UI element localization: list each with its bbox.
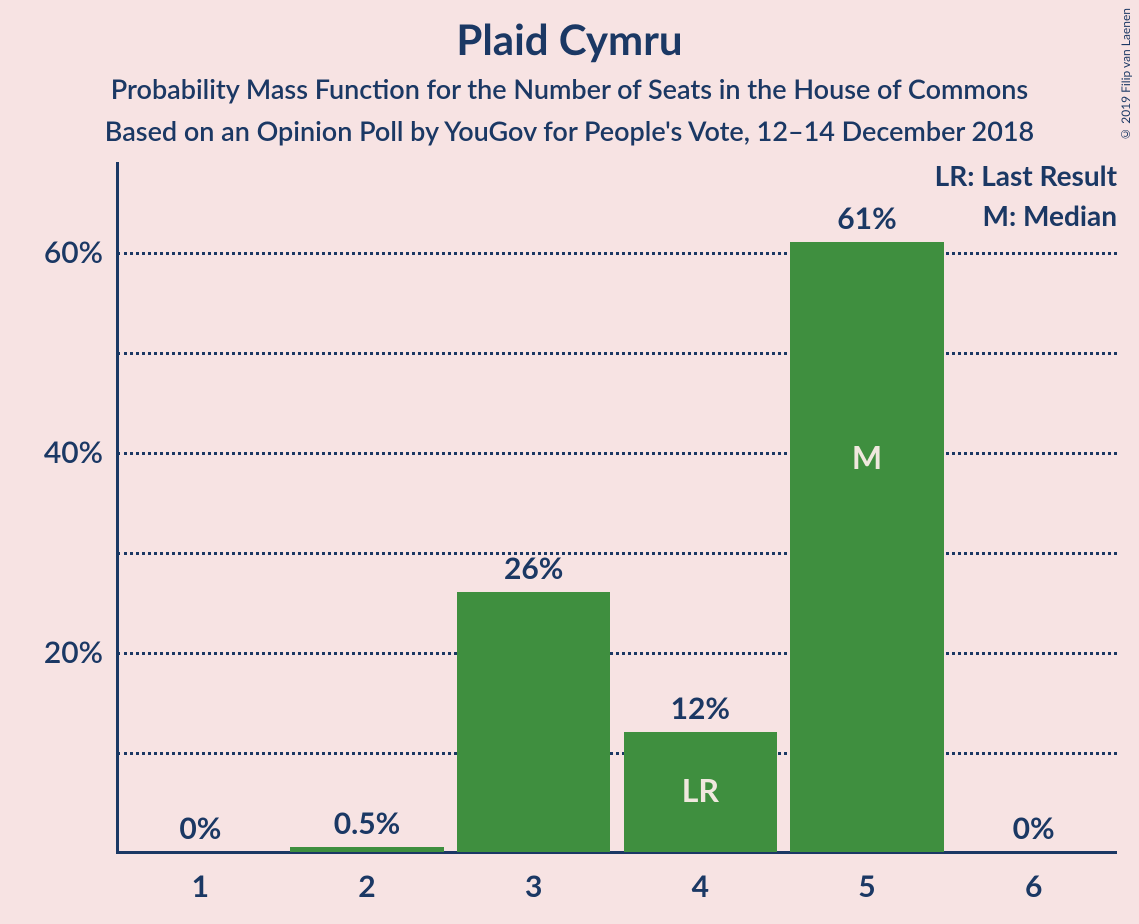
legend-last-result: LR: Last Result	[935, 158, 1117, 192]
bar-value-label: 61%	[784, 200, 951, 236]
grid-line	[117, 352, 1117, 355]
bar	[790, 242, 943, 852]
bar-value-label: 26%	[450, 550, 617, 586]
chart-title: Plaid Cymru	[0, 14, 1139, 64]
legend-median: M: Median	[983, 198, 1117, 232]
bar-value-label: 0%	[117, 810, 284, 846]
chart-subtitle-1: Probability Mass Function for the Number…	[0, 72, 1139, 105]
bar-value-label: 12%	[617, 690, 784, 726]
grid-line	[117, 252, 1117, 255]
y-tick-label: 20%	[3, 634, 103, 670]
y-tick-label: 60%	[3, 234, 103, 270]
grid-line	[117, 752, 1117, 755]
x-tick-label: 4	[617, 868, 784, 904]
copyright-text: © 2019 Filip van Laenen	[1118, 8, 1133, 142]
lr-marker: LR	[624, 770, 777, 809]
x-tick-label: 5	[784, 868, 951, 904]
grid-line	[117, 552, 1117, 555]
x-tick-label: 3	[450, 868, 617, 904]
median-marker: M	[790, 437, 943, 476]
bar	[457, 592, 610, 852]
grid-line	[117, 452, 1117, 455]
x-tick-label: 2	[284, 868, 451, 904]
x-tick-label: 6	[950, 868, 1117, 904]
y-tick-label: 40%	[3, 434, 103, 470]
bar	[290, 847, 443, 852]
chart-plot-area: 20%40%60%0%10.5%226%312%461%50%6LRM	[117, 192, 1117, 852]
x-tick-label: 1	[117, 868, 284, 904]
x-axis	[116, 851, 1117, 854]
y-axis	[116, 162, 119, 852]
bar-value-label: 0%	[950, 810, 1117, 846]
grid-line	[117, 652, 1117, 655]
chart-subtitle-2: Based on an Opinion Poll by YouGov for P…	[0, 114, 1139, 147]
bar-value-label: 0.5%	[284, 805, 451, 841]
